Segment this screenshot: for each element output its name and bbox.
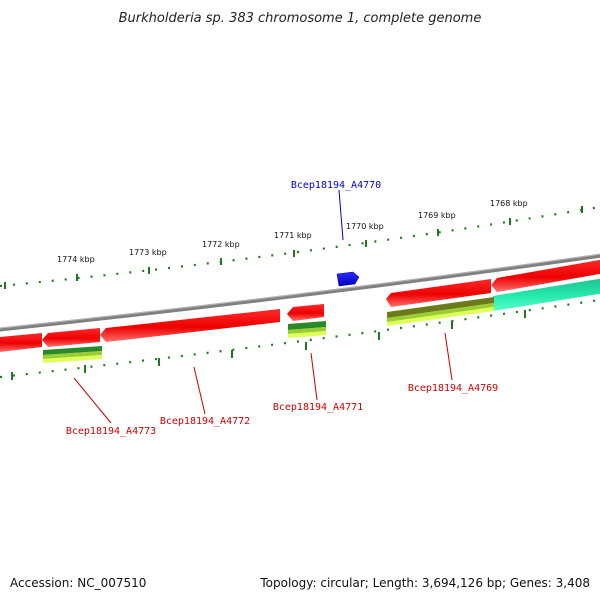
feature-block-a4771 [288, 321, 326, 338]
lower-major-ticks [11, 310, 526, 380]
gene-a4770-arrow[interactable] [336, 271, 360, 287]
lower-tick-ruler [0, 298, 600, 379]
gene-a4773-arrow[interactable] [42, 328, 100, 347]
gene-a4771-arrow[interactable] [287, 304, 324, 321]
ruler-label-1769: 1769 kbp [418, 211, 456, 220]
ruler-label-1772: 1772 kbp [202, 240, 240, 249]
gene-a4772-arrow[interactable] [100, 309, 280, 342]
leader-a4771 [310, 352, 318, 401]
leader-a4769 [444, 332, 453, 381]
accession-text: Accession: NC_007510 [10, 576, 147, 590]
leader-a4770 [338, 189, 344, 241]
topology-text: Topology: circular; Length: 3,694,126 bp… [260, 576, 590, 590]
ruler-label-1774: 1774 kbp [57, 255, 95, 264]
gene-right-arrow[interactable] [491, 259, 600, 292]
leader-a4773 [73, 377, 112, 424]
upper-major-ticks [4, 206, 583, 289]
ruler-label-1771: 1771 kbp [274, 231, 312, 240]
gene-label-a4773[interactable]: Bcep18194_A4773 [66, 426, 156, 437]
ruler-label-1770: 1770 kbp [346, 222, 384, 231]
gene-label-a4770[interactable]: Bcep18194_A4770 [291, 180, 381, 191]
gene-a4769-arrow[interactable] [386, 279, 491, 307]
ruler-label-1768: 1768 kbp [490, 199, 528, 208]
chromosome-backbone [0, 253, 600, 332]
gene-label-a4772[interactable]: Bcep18194_A4772 [160, 416, 250, 427]
gene-teal-block[interactable] [493, 278, 600, 311]
ruler-label-1773: 1773 kbp [129, 248, 167, 257]
leader-a4772 [193, 366, 206, 415]
upper-tick-ruler [0, 205, 600, 288]
feature-block-a4769 [387, 297, 494, 326]
gene-left-edge-arrow[interactable] [0, 333, 42, 352]
gene-label-a4771[interactable]: Bcep18194_A4771 [273, 402, 363, 413]
chromosome-backbone-highlight [0, 253, 600, 329]
map-title: Burkholderia sp. 383 chromosome 1, compl… [119, 11, 482, 26]
gene-label-a4769[interactable]: Bcep18194_A4769 [408, 383, 498, 394]
feature-block-a4773 [43, 346, 102, 363]
